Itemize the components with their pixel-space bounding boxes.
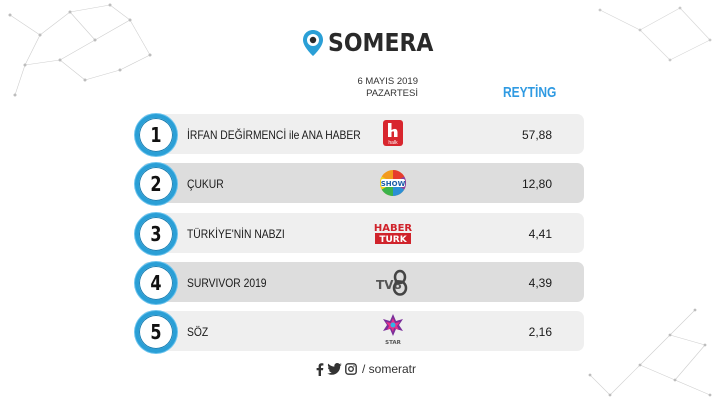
rank-badge: 4 xyxy=(135,262,177,304)
rating-column-title: REYTİNG xyxy=(503,84,557,101)
rank-number: 5 xyxy=(150,320,162,344)
show-title: SÖZ xyxy=(187,325,209,339)
haberturk-line1: HABER xyxy=(374,223,413,234)
date-line: 6 MAYIS 2019 xyxy=(357,76,418,87)
show-title: İRFAN DEĞİRMENCİ ile ANA HABER xyxy=(187,128,361,142)
rank-number: 3 xyxy=(150,222,162,246)
rating-value: 57,88 xyxy=(521,128,552,142)
rank-badge: 1 xyxy=(135,114,177,156)
somera-logo: SOMERA xyxy=(302,28,448,57)
network-decoration-top-right xyxy=(598,6,712,62)
haber-tv-logo-icon: halk xyxy=(373,119,413,149)
haberturk-logo-icon: HABER TURK xyxy=(370,218,416,248)
location-pin-icon xyxy=(303,29,323,56)
brand-name: SOMERA xyxy=(328,28,434,57)
rank-number: 4 xyxy=(150,271,162,295)
ranking-row-3 xyxy=(142,213,584,253)
network-decoration-top-left xyxy=(8,3,152,97)
rank-badge: 2 xyxy=(135,163,177,205)
weekday-line: PAZARTESİ xyxy=(366,88,418,99)
rank-badge: 5 xyxy=(135,311,177,353)
ranking-row-5 xyxy=(142,311,584,351)
show-tv-logo-icon: SHOW xyxy=(373,168,413,198)
show-title: SURVIVOR 2019 xyxy=(187,276,267,290)
haberturk-line2: TURK xyxy=(379,235,407,245)
show-title: ÇUKUR xyxy=(187,177,224,191)
social-footer: / someratr xyxy=(315,362,416,376)
star-label: STAR xyxy=(385,340,402,346)
rank-number: 1 xyxy=(150,123,162,147)
rank-number: 2 xyxy=(150,172,162,196)
social-handle[interactable]: / someratr xyxy=(362,362,417,376)
twitter-icon[interactable] xyxy=(327,363,342,375)
star-tv-logo-icon: STAR xyxy=(373,314,413,346)
tv8-logo-icon: TV8 xyxy=(373,267,413,297)
halk-label: halk xyxy=(388,140,398,146)
rating-value: 12,80 xyxy=(521,177,552,191)
ranking-row-4 xyxy=(142,262,584,302)
tv8-label: TV8 xyxy=(376,278,402,292)
ranking-row-2 xyxy=(142,163,584,203)
broadcast-date: 6 MAYIS 2019 PAZARTESİ xyxy=(330,76,418,100)
instagram-icon[interactable] xyxy=(345,363,357,375)
rating-value: 4,41 xyxy=(528,227,552,241)
network-decoration-bottom-right xyxy=(588,308,712,397)
show-title: TÜRKİYE'NİN NABZI xyxy=(187,227,285,241)
facebook-icon[interactable] xyxy=(315,362,324,376)
rating-value: 4,39 xyxy=(528,276,552,290)
ranking-row-1 xyxy=(142,114,584,154)
rating-value: 2,16 xyxy=(528,325,552,339)
svg-text:SHOW: SHOW xyxy=(381,180,406,188)
rank-badge: 3 xyxy=(135,213,177,255)
